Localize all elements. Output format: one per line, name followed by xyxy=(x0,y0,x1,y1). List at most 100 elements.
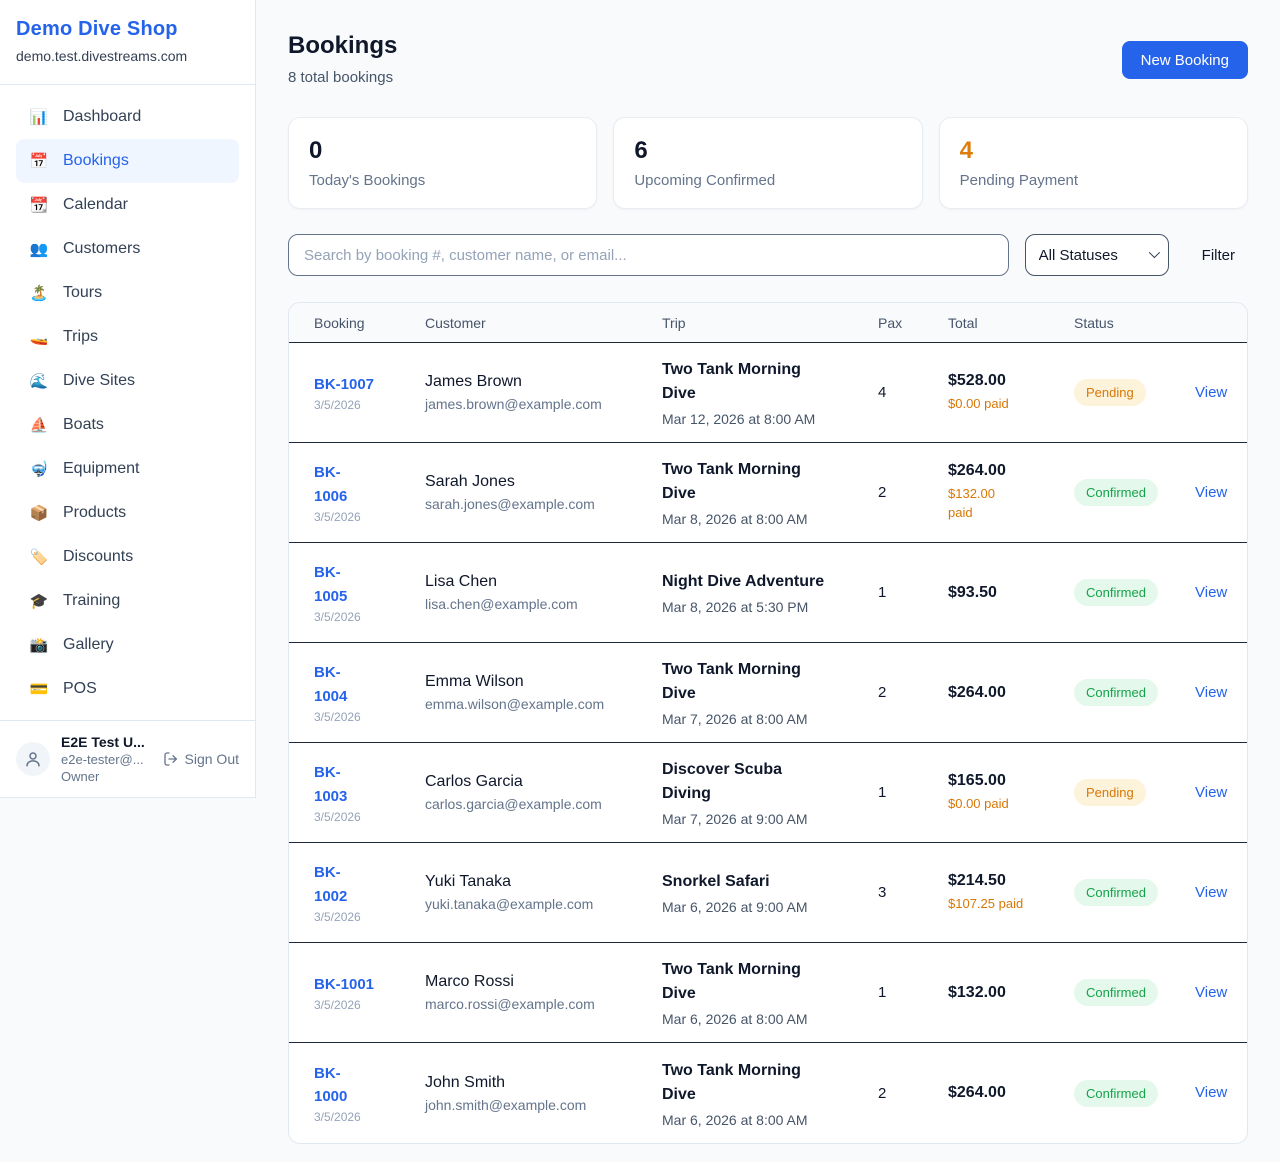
customer-cell: Emma Wilson emma.wilson@example.com xyxy=(425,673,662,712)
view-link[interactable]: View xyxy=(1195,1084,1228,1101)
status-select[interactable]: All Statuses xyxy=(1024,234,1169,276)
booking-id-link[interactable]: BK- 1005 xyxy=(314,564,348,605)
avatar xyxy=(16,742,50,776)
sidebar-item-tours[interactable]: 🏝️ Tours xyxy=(16,271,239,315)
camera-icon: 📸 xyxy=(29,636,49,654)
speedboat-icon: 🚤 xyxy=(29,328,49,346)
view-link[interactable]: View xyxy=(1195,483,1228,501)
customer-email: carlos.garcia@example.com xyxy=(425,796,602,812)
trip-cell: Two Tank Morning Dive Mar 7, 2026 at 8:00… xyxy=(662,658,878,727)
booking-id-link[interactable]: BK- 1000 xyxy=(314,1064,348,1105)
page-title: Bookings xyxy=(288,32,398,59)
user-role: Owner xyxy=(61,769,100,784)
booking-id-link[interactable]: BK- 1004 xyxy=(314,664,348,705)
pax-cell: 2 xyxy=(878,1084,887,1102)
bar-chart-icon: 📊 xyxy=(29,108,49,126)
brand-domain: demo.test.divestreams.com xyxy=(16,48,188,64)
booking-date: 3/5/2026 xyxy=(314,398,361,413)
sidebar: Demo Dive Shop demo.test.divestreams.com… xyxy=(0,0,256,798)
view-link[interactable]: View xyxy=(1195,583,1228,601)
bookings-table: Booking Customer Trip Pax Total Status B… xyxy=(288,302,1248,1144)
sidebar-nav: 📊 Dashboard 📅 Bookings 📆 Calendar 👥 Cust… xyxy=(0,85,255,721)
trip-cell: Snorkel Safari Mar 6, 2026 at 9:00 AM xyxy=(662,870,878,915)
booking-id-link[interactable]: BK-1001 xyxy=(314,975,375,993)
booking-date: 3/5/2026 xyxy=(314,1110,361,1125)
status-cell: Pending xyxy=(1074,379,1195,406)
booking-date: 3/5/2026 xyxy=(314,809,361,824)
actions-cell: View xyxy=(1195,983,1247,1002)
main-content: Bookings 8 total bookings New Booking 0 … xyxy=(256,0,1280,1162)
calendar-icon: 📅 xyxy=(29,152,49,170)
sidebar-item-pos[interactable]: 💳 POS xyxy=(16,667,239,711)
status-badge: Confirmed xyxy=(1074,979,1158,1006)
sidebar-item-label: Gallery xyxy=(63,636,114,653)
sidebar-item-label: POS xyxy=(63,680,97,697)
status-badge: Confirmed xyxy=(1074,479,1158,506)
view-link[interactable]: View xyxy=(1195,683,1228,701)
total-cell: $264.00 $132.00 paid xyxy=(948,462,1074,523)
booking-id-link[interactable]: BK-1007 xyxy=(314,375,375,393)
trip-date: Mar 6, 2026 at 8:00 AM xyxy=(662,1111,808,1128)
sidebar-item-products[interactable]: 📦 Products xyxy=(16,491,239,535)
view-link[interactable]: View xyxy=(1195,883,1228,901)
sidebar-item-label: Products xyxy=(63,504,127,521)
trip-date: Mar 6, 2026 at 9:00 AM xyxy=(662,899,808,915)
trip-name: Two Tank Morning Dive xyxy=(662,661,801,702)
booking-cell: BK- 1005 3/5/2026 xyxy=(314,561,425,624)
status-badge: Pending xyxy=(1074,779,1146,806)
trip-date: Mar 8, 2026 at 8:00 AM xyxy=(662,511,808,527)
total-cell: $165.00 $0.00 paid xyxy=(948,772,1074,814)
status-cell: Confirmed xyxy=(1074,1079,1195,1107)
wave-icon: 🌊 xyxy=(29,372,49,390)
sidebar-item-label: Trips xyxy=(63,328,98,345)
sidebar-item-dive-sites[interactable]: 🌊 Dive Sites xyxy=(16,359,239,403)
sidebar-item-gallery[interactable]: 📸 Gallery xyxy=(16,623,239,667)
sidebar-item-boats[interactable]: ⛵ Boats xyxy=(16,403,239,447)
search-input[interactable] xyxy=(288,234,1009,276)
status-badge: Confirmed xyxy=(1074,579,1158,606)
customer-cell: James Brown james.brown@example.com xyxy=(425,373,662,412)
view-link[interactable]: View xyxy=(1195,983,1228,1001)
status-cell: Confirmed xyxy=(1074,679,1195,706)
booking-id-link[interactable]: BK- 1002 xyxy=(314,864,348,905)
customer-name: John Smith xyxy=(425,1073,506,1091)
customer-email: emma.wilson@example.com xyxy=(425,696,605,712)
sign-out-button[interactable]: Sign Out xyxy=(163,751,239,767)
booking-id-link[interactable]: BK- 1003 xyxy=(314,764,348,805)
tag-icon: 🏷️ xyxy=(29,548,49,566)
customer-email: marco.rossi@example.com xyxy=(425,996,595,1012)
trip-cell: Two Tank Morning Dive Mar 6, 2026 at 8:00… xyxy=(662,1059,878,1128)
user-name: E2E Test U... xyxy=(61,734,145,750)
sidebar-item-calendar[interactable]: 📆 Calendar xyxy=(16,183,239,227)
booking-id-link[interactable]: BK- 1006 xyxy=(314,464,348,505)
sidebar-item-bookings[interactable]: 📅 Bookings xyxy=(16,139,239,183)
sidebar-item-equipment[interactable]: 🤿 Equipment xyxy=(16,447,239,491)
filter-button[interactable]: Filter xyxy=(1201,246,1235,264)
sidebar-item-discounts[interactable]: 🏷️ Discounts xyxy=(16,535,239,579)
view-link[interactable]: View xyxy=(1195,783,1228,801)
customer-name: Lisa Chen xyxy=(425,573,498,590)
column-header-total: Total xyxy=(948,314,978,331)
total-cell: $132.00 xyxy=(948,984,1074,1002)
table-row: BK- 1003 3/5/2026 Carlos Garcia carlos.ga… xyxy=(289,743,1247,843)
sidebar-item-training[interactable]: 🎓 Training xyxy=(16,579,239,623)
pax-cell: 2 xyxy=(878,484,887,501)
page-header: Bookings 8 total bookings New Booking xyxy=(288,32,1248,86)
customer-cell: Marco Rossi marco.rossi@example.com xyxy=(425,973,662,1012)
customer-cell: Lisa Chen lisa.chen@example.com xyxy=(425,573,662,612)
sidebar-item-trips[interactable]: 🚤 Trips xyxy=(16,315,239,359)
view-link[interactable]: View xyxy=(1195,383,1228,401)
user-info: E2E Test U... e2e-tester@... Owner xyxy=(61,734,145,784)
sidebar-item-label: Equipment xyxy=(63,460,140,477)
trip-date: Mar 12, 2026 at 8:00 AM xyxy=(662,411,816,427)
total-cell: $214.50 $107.25 paid xyxy=(948,872,1074,914)
new-booking-button[interactable]: New Booking xyxy=(1121,41,1248,79)
filter-row: All Statuses Filter xyxy=(288,234,1248,276)
brand-name: Demo Dive Shop xyxy=(16,18,178,40)
booking-cell: BK- 1002 3/5/2026 xyxy=(314,861,425,924)
sidebar-item-customers[interactable]: 👥 Customers xyxy=(16,227,239,271)
customer-cell: Sarah Jones sarah.jones@example.com xyxy=(425,473,662,512)
total-amount: $214.50 xyxy=(948,871,1006,889)
sidebar-item-dashboard[interactable]: 📊 Dashboard xyxy=(16,95,239,139)
tear-calendar-icon: 📆 xyxy=(29,196,49,214)
